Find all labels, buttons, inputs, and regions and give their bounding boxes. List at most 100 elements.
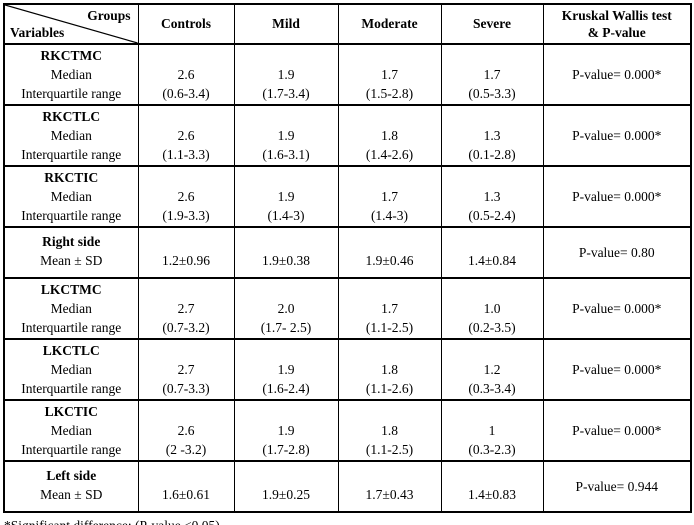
data-cell: 1.3 (0.1-2.8) bbox=[440, 104, 544, 167]
data-cell: 1.9 (1.6-2.4) bbox=[233, 338, 339, 401]
iqr-value: (0.5-2.4) bbox=[468, 208, 516, 223]
data-cell: 1.9±0.25 bbox=[233, 460, 339, 513]
variable-name: LKCTIC bbox=[44, 404, 98, 419]
spacer bbox=[339, 466, 440, 485]
spacer bbox=[339, 46, 440, 65]
data-cell: 2.6 (1.9-3.3) bbox=[137, 165, 235, 228]
data-cell: 1.0 (0.2-3.5) bbox=[440, 277, 544, 340]
column-header-moderate: Moderate bbox=[337, 3, 442, 45]
median-value: 1.9 bbox=[277, 423, 295, 438]
iqr-value: (1.1-2.5) bbox=[365, 442, 414, 457]
variable-cell: LKCTIC Median Interquartile range bbox=[3, 399, 139, 462]
spacer bbox=[139, 107, 233, 126]
data-cell: 2.7 (0.7-3.2) bbox=[137, 277, 235, 340]
median-value: 1.9 bbox=[277, 362, 295, 377]
data-cell: 1.2±0.96 bbox=[137, 226, 235, 279]
spacer bbox=[139, 232, 233, 251]
stat-label: Median bbox=[50, 362, 92, 377]
mean-value: 1.2±0.96 bbox=[162, 253, 210, 268]
data-cell: 2.6 (0.6-3.4) bbox=[137, 43, 235, 106]
spacer bbox=[339, 402, 440, 421]
median-value: 1.7 bbox=[381, 189, 398, 204]
data-cell: 1.9 (1.7-2.8) bbox=[233, 399, 339, 462]
spacer bbox=[442, 466, 542, 485]
p-value-cell: P-value= 0.000* bbox=[542, 43, 692, 106]
median-value: 1.7 bbox=[381, 301, 398, 316]
data-cell: 1.7 (1.4-3) bbox=[337, 165, 442, 228]
stat-label: Interquartile range bbox=[21, 147, 122, 162]
iqr-value: (1.4-3) bbox=[370, 208, 409, 223]
corner-groups-label: Groups bbox=[87, 8, 131, 23]
iqr-value: (1.7-2.8) bbox=[262, 442, 310, 457]
spacer bbox=[442, 341, 542, 360]
spacer bbox=[442, 402, 542, 421]
iqr-value: (0.7-3.3) bbox=[162, 381, 210, 396]
spacer bbox=[339, 168, 440, 187]
iqr-value: (0.7-3.2) bbox=[162, 320, 210, 335]
spacer bbox=[139, 402, 233, 421]
p-value-cell: P-value= 0.000* bbox=[542, 104, 692, 167]
data-cell: 1.8 (1.1-2.5) bbox=[337, 399, 442, 462]
spacer bbox=[339, 107, 440, 126]
spacer bbox=[235, 466, 337, 485]
iqr-value: (1.4-3) bbox=[267, 208, 305, 223]
spacer bbox=[442, 280, 542, 299]
p-value-cell: P-value= 0.80 bbox=[542, 226, 692, 279]
stat-label: Mean ± SD bbox=[40, 487, 103, 502]
stat-label: Interquartile range bbox=[21, 86, 122, 101]
stat-label: Interquartile range bbox=[21, 442, 122, 457]
stat-label: Interquartile range bbox=[21, 320, 122, 335]
mean-value: 1.9±0.46 bbox=[365, 253, 414, 268]
mean-value: 1.9±0.38 bbox=[262, 253, 310, 268]
data-cell: 1.2 (0.3-3.4) bbox=[440, 338, 544, 401]
column-header-severe: Severe bbox=[440, 3, 544, 45]
iqr-value: (0.5-3.3) bbox=[468, 86, 516, 101]
iqr-value: (0.1-2.8) bbox=[468, 147, 516, 162]
iqr-value: (0.3-3.4) bbox=[468, 381, 516, 396]
median-value: 1.8 bbox=[381, 423, 398, 438]
median-value: 2.7 bbox=[177, 362, 195, 377]
iqr-value: (1.7- 2.5) bbox=[260, 320, 312, 335]
median-value: 2.6 bbox=[177, 67, 195, 82]
spacer bbox=[235, 341, 337, 360]
iqr-value: (1.6-2.4) bbox=[262, 381, 310, 396]
spacer bbox=[442, 232, 542, 251]
iqr-value: (1.4-2.6) bbox=[365, 147, 414, 162]
data-cell: 1.8 (1.1-2.6) bbox=[337, 338, 442, 401]
spacer bbox=[139, 341, 233, 360]
spacer bbox=[442, 46, 542, 65]
p-value-cell: P-value= 0.000* bbox=[542, 165, 692, 228]
column-header-controls: Controls bbox=[137, 3, 235, 45]
p-value-cell: P-value= 0.944 bbox=[542, 460, 692, 513]
iqr-value: (1.1-2.5) bbox=[365, 320, 414, 335]
spacer bbox=[139, 466, 233, 485]
significance-footnote: *Significant difference: (P-value <0.05) bbox=[4, 518, 694, 525]
table-row-rkctic: RKCTIC Median Interquartile range 2.6 (1.… bbox=[3, 165, 692, 228]
median-value: 1.9 bbox=[277, 67, 295, 82]
median-value: 1 bbox=[488, 423, 496, 438]
variable-name: RKCTIC bbox=[44, 170, 99, 185]
spacer bbox=[235, 46, 337, 65]
table-row-rkctmc: RKCTMC Median Interquartile range 2.6 (0.… bbox=[3, 43, 692, 106]
iqr-value: (1.1-3.3) bbox=[162, 147, 210, 162]
data-cell: 1.7 (0.5-3.3) bbox=[440, 43, 544, 106]
stat-label: Median bbox=[50, 189, 92, 204]
data-cell: 1.9±0.38 bbox=[233, 226, 339, 279]
mean-value: 1.9±0.25 bbox=[262, 487, 310, 502]
median-value: 1.8 bbox=[381, 362, 398, 377]
iqr-value: (1.9-3.3) bbox=[162, 208, 210, 223]
median-value: 1.8 bbox=[381, 128, 398, 143]
stat-label: Mean ± SD bbox=[40, 253, 103, 268]
table-row-lkctlc: LKCTLC Median Interquartile range 2.7 (0.… bbox=[3, 338, 692, 401]
mean-value: 1.7±0.43 bbox=[365, 487, 414, 502]
statistics-table: Groups Variables Controls Mild Moderate … bbox=[3, 3, 692, 513]
stat-label: Median bbox=[50, 423, 92, 438]
data-cell: 2.7 (0.7-3.3) bbox=[137, 338, 235, 401]
median-value: 1.0 bbox=[483, 301, 501, 316]
variable-cell: LKCTMC Median Interquartile range bbox=[3, 277, 139, 340]
spacer bbox=[235, 232, 337, 251]
corner-cell: Groups Variables bbox=[3, 3, 139, 45]
stat-label: Median bbox=[50, 128, 92, 143]
spacer bbox=[339, 341, 440, 360]
